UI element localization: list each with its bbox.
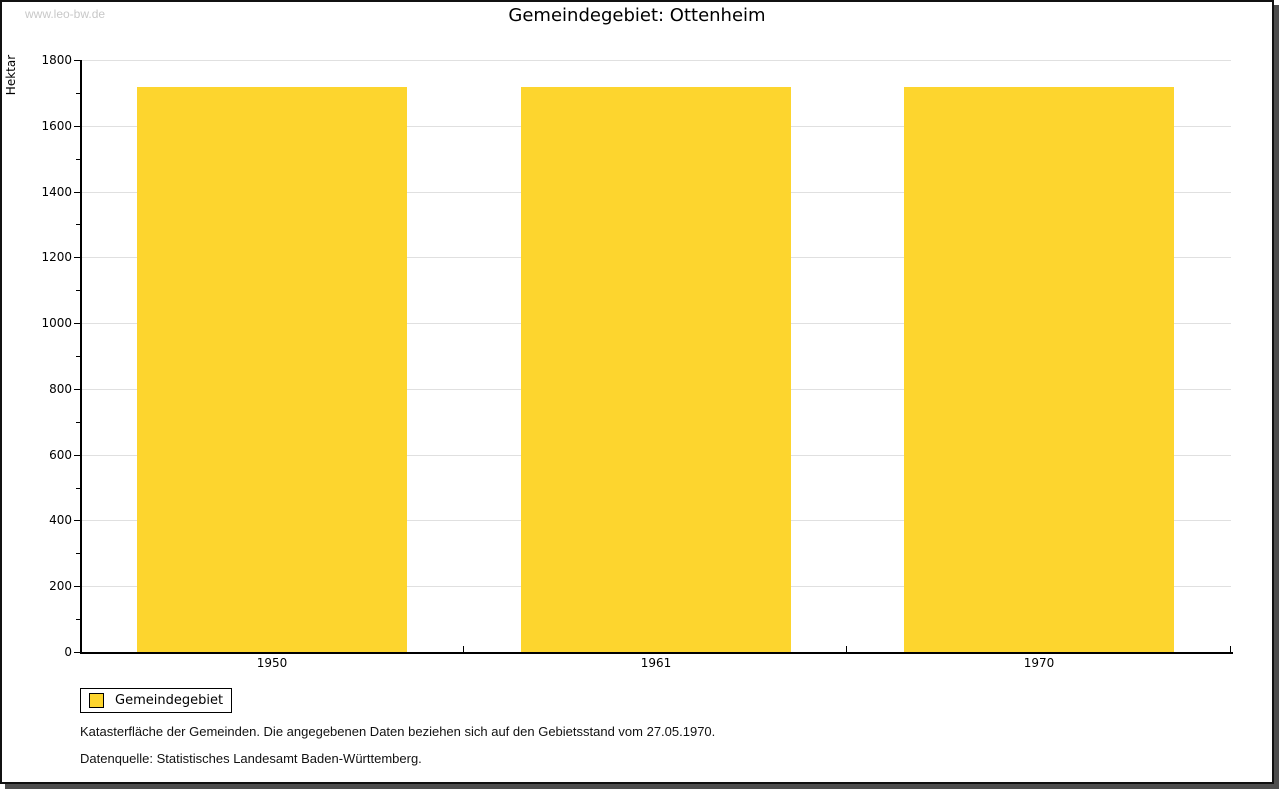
footnote-data-source: Datenquelle: Statistisches Landesamt Bad…	[80, 751, 422, 766]
y-major-tick-1200	[74, 257, 80, 258]
y-major-tick-1000	[74, 323, 80, 324]
x-group-tick-2	[846, 646, 847, 652]
x-tick-label-1961: 1961	[640, 656, 672, 670]
y-tick-label-1600: 1600	[41, 119, 72, 133]
y-minor-tick-300	[76, 553, 80, 554]
x-group-tick-3	[1230, 646, 1231, 652]
y-minor-tick-900	[76, 356, 80, 357]
y-minor-tick-1500	[76, 159, 80, 160]
y-tick-label-1000: 1000	[41, 316, 72, 330]
y-major-tick-800	[74, 389, 80, 390]
y-major-tick-1400	[74, 192, 80, 193]
x-group-tick-1	[463, 646, 464, 652]
y-minor-tick-1100	[76, 290, 80, 291]
bar-1961	[521, 87, 791, 652]
y-axis-title: Hektar	[4, 54, 18, 96]
y-major-tick-200	[74, 586, 80, 587]
legend: Gemeindegebiet	[80, 688, 232, 713]
y-major-tick-400	[74, 520, 80, 521]
y-minor-tick-500	[76, 488, 80, 489]
y-major-tick-600	[74, 455, 80, 456]
y-tick-label-600: 600	[49, 448, 72, 462]
x-tick-label-1950: 1950	[256, 656, 288, 670]
y-major-tick-1800	[74, 60, 80, 61]
y-tick-label-400: 400	[49, 513, 72, 527]
y-minor-tick-1700	[76, 93, 80, 94]
y-minor-tick-1300	[76, 224, 80, 225]
y-axis-line	[80, 60, 82, 654]
plot-area	[80, 60, 1231, 652]
y-tick-label-800: 800	[49, 382, 72, 396]
y-minor-tick-100	[76, 619, 80, 620]
y-major-tick-1600	[74, 126, 80, 127]
footnote-source-note: Katasterfläche der Gemeinden. Die angege…	[80, 724, 716, 739]
chart-title: Gemeindegebiet: Ottenheim	[508, 5, 766, 26]
y-tick-label-1200: 1200	[41, 250, 72, 264]
x-tick-label-1970: 1970	[1023, 656, 1055, 670]
y-minor-tick-700	[76, 422, 80, 423]
y-tick-label-200: 200	[49, 579, 72, 593]
y-tick-label-1800: 1800	[41, 53, 72, 67]
watermark: www.leo-bw.de	[25, 7, 106, 21]
y-tick-label-0: 0	[64, 645, 72, 659]
bar-1950	[137, 87, 407, 652]
y-major-tick-0	[74, 652, 80, 653]
gridline-1800	[80, 60, 1231, 61]
legend-swatch-icon	[89, 693, 104, 708]
legend-label: Gemeindegebiet	[115, 693, 224, 708]
y-tick-label-1400: 1400	[41, 185, 72, 199]
x-axis-line	[80, 652, 1233, 654]
bar-1970	[904, 87, 1174, 652]
